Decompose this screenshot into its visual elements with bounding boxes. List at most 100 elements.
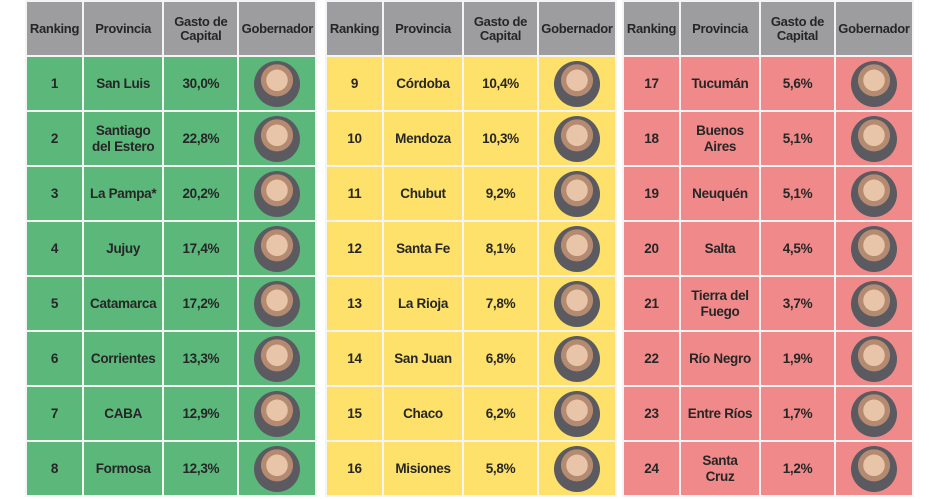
gasto-cell: 20,2% bbox=[162, 165, 240, 222]
rank-cell: 13 bbox=[325, 275, 384, 332]
gasto-cell: 7,8% bbox=[462, 275, 539, 332]
header-ranking: Ranking bbox=[622, 0, 681, 57]
rank-cell: 9 bbox=[325, 55, 384, 112]
table-row: 20 Salta 4,5% bbox=[622, 220, 914, 277]
governor-avatar bbox=[254, 280, 301, 327]
gasto-cell: 4,5% bbox=[759, 220, 836, 277]
header-provincia: Provincia bbox=[81, 0, 165, 57]
rank-cell: 6 bbox=[25, 330, 84, 387]
province-cell: Mendoza bbox=[382, 110, 464, 167]
governor-avatar bbox=[554, 115, 600, 162]
gasto-cell: 3,7% bbox=[759, 275, 836, 332]
header-gasto: Gasto de Capital bbox=[162, 0, 240, 57]
governor-avatar bbox=[851, 445, 897, 492]
governor-cell bbox=[237, 110, 318, 167]
header-gobernador: Gobernador bbox=[834, 0, 914, 57]
ranking-table-2: Ranking Provincia Gasto de Capital Gober… bbox=[325, 0, 617, 497]
governor-cell bbox=[537, 330, 617, 387]
gasto-cell: 5,6% bbox=[759, 55, 836, 112]
rank-cell: 14 bbox=[325, 330, 384, 387]
rank-cell: 10 bbox=[325, 110, 384, 167]
governor-cell bbox=[237, 440, 318, 497]
header-ranking: Ranking bbox=[25, 0, 84, 57]
table-row: 8 Formosa 12,3% bbox=[25, 440, 318, 497]
table-row: 17 Tucumán 5,6% bbox=[622, 55, 914, 112]
province-cell: Neuquén bbox=[679, 165, 761, 222]
rank-cell: 19 bbox=[622, 165, 681, 222]
header-gobernador: Gobernador bbox=[237, 0, 318, 57]
table-row: 12 Santa Fe 8,1% bbox=[325, 220, 617, 277]
table-row: 22 Río Negro 1,9% bbox=[622, 330, 914, 387]
province-cell: Entre Ríos bbox=[679, 385, 761, 442]
table-row: 19 Neuquén 5,1% bbox=[622, 165, 914, 222]
governor-cell bbox=[537, 275, 617, 332]
governor-cell bbox=[237, 220, 318, 277]
table-row: 11 Chubut 9,2% bbox=[325, 165, 617, 222]
rank-cell: 16 bbox=[325, 440, 384, 497]
province-cell: Catamarca bbox=[81, 275, 165, 332]
governor-cell bbox=[834, 110, 914, 167]
rank-cell: 15 bbox=[325, 385, 384, 442]
province-cell: La Pampa* bbox=[81, 165, 165, 222]
governor-cell bbox=[237, 55, 318, 112]
governor-avatar bbox=[851, 225, 897, 272]
rank-cell: 23 bbox=[622, 385, 681, 442]
gasto-cell: 17,2% bbox=[162, 275, 240, 332]
province-cell: Corrientes bbox=[81, 330, 165, 387]
rank-cell: 7 bbox=[25, 385, 84, 442]
gasto-cell: 17,4% bbox=[162, 220, 240, 277]
province-cell: Tucumán bbox=[679, 55, 761, 112]
governor-cell bbox=[537, 110, 617, 167]
governor-avatar bbox=[851, 60, 897, 107]
governor-avatar bbox=[254, 115, 301, 162]
province-cell: Córdoba bbox=[382, 55, 464, 112]
governor-cell bbox=[537, 440, 617, 497]
governor-cell bbox=[834, 440, 914, 497]
table-row: 4 Jujuy 17,4% bbox=[25, 220, 318, 277]
table-row: 16 Misiones 5,8% bbox=[325, 440, 617, 497]
rank-cell: 2 bbox=[25, 110, 84, 167]
governor-cell bbox=[237, 330, 318, 387]
table-row: 6 Corrientes 13,3% bbox=[25, 330, 318, 387]
governor-cell bbox=[237, 275, 318, 332]
gasto-cell: 5,1% bbox=[759, 165, 836, 222]
rank-cell: 12 bbox=[325, 220, 384, 277]
province-cell: Buenos Aires bbox=[679, 110, 761, 167]
gasto-cell: 1,9% bbox=[759, 330, 836, 387]
table-row: 10 Mendoza 10,3% bbox=[325, 110, 617, 167]
gasto-cell: 5,8% bbox=[462, 440, 539, 497]
governor-cell bbox=[237, 385, 318, 442]
rank-cell: 20 bbox=[622, 220, 681, 277]
governor-avatar bbox=[554, 170, 600, 217]
governor-cell bbox=[537, 55, 617, 112]
governor-cell bbox=[537, 220, 617, 277]
gasto-cell: 10,4% bbox=[462, 55, 539, 112]
table-row: 7 CABA 12,9% bbox=[25, 385, 318, 442]
province-cell: San Luis bbox=[81, 55, 165, 112]
province-cell: Santiago del Estero bbox=[81, 110, 165, 167]
rank-cell: 24 bbox=[622, 440, 681, 497]
header-row: Ranking Provincia Gasto de Capital Gober… bbox=[25, 0, 318, 57]
governor-cell bbox=[237, 165, 318, 222]
governor-avatar bbox=[254, 60, 301, 107]
table-row: 18 Buenos Aires 5,1% bbox=[622, 110, 914, 167]
rank-cell: 11 bbox=[325, 165, 384, 222]
header-row: Ranking Provincia Gasto de Capital Gober… bbox=[325, 0, 617, 57]
province-cell: Salta bbox=[679, 220, 761, 277]
gasto-cell: 5,1% bbox=[759, 110, 836, 167]
rank-cell: 5 bbox=[25, 275, 84, 332]
table-row: 1 San Luis 30,0% bbox=[25, 55, 318, 112]
ranking-table-1: Ranking Provincia Gasto de Capital Gober… bbox=[25, 0, 318, 497]
gasto-cell: 12,3% bbox=[162, 440, 240, 497]
rank-cell: 8 bbox=[25, 440, 84, 497]
province-cell: Chubut bbox=[382, 165, 464, 222]
table-row: 14 San Juan 6,8% bbox=[325, 330, 617, 387]
province-cell: Formosa bbox=[81, 440, 165, 497]
rank-cell: 17 bbox=[622, 55, 681, 112]
governor-avatar bbox=[254, 390, 301, 437]
province-cell: Misiones bbox=[382, 440, 464, 497]
header-provincia: Provincia bbox=[679, 0, 761, 57]
header-row: Ranking Provincia Gasto de Capital Gober… bbox=[622, 0, 914, 57]
rank-cell: 4 bbox=[25, 220, 84, 277]
governor-avatar bbox=[554, 335, 600, 382]
